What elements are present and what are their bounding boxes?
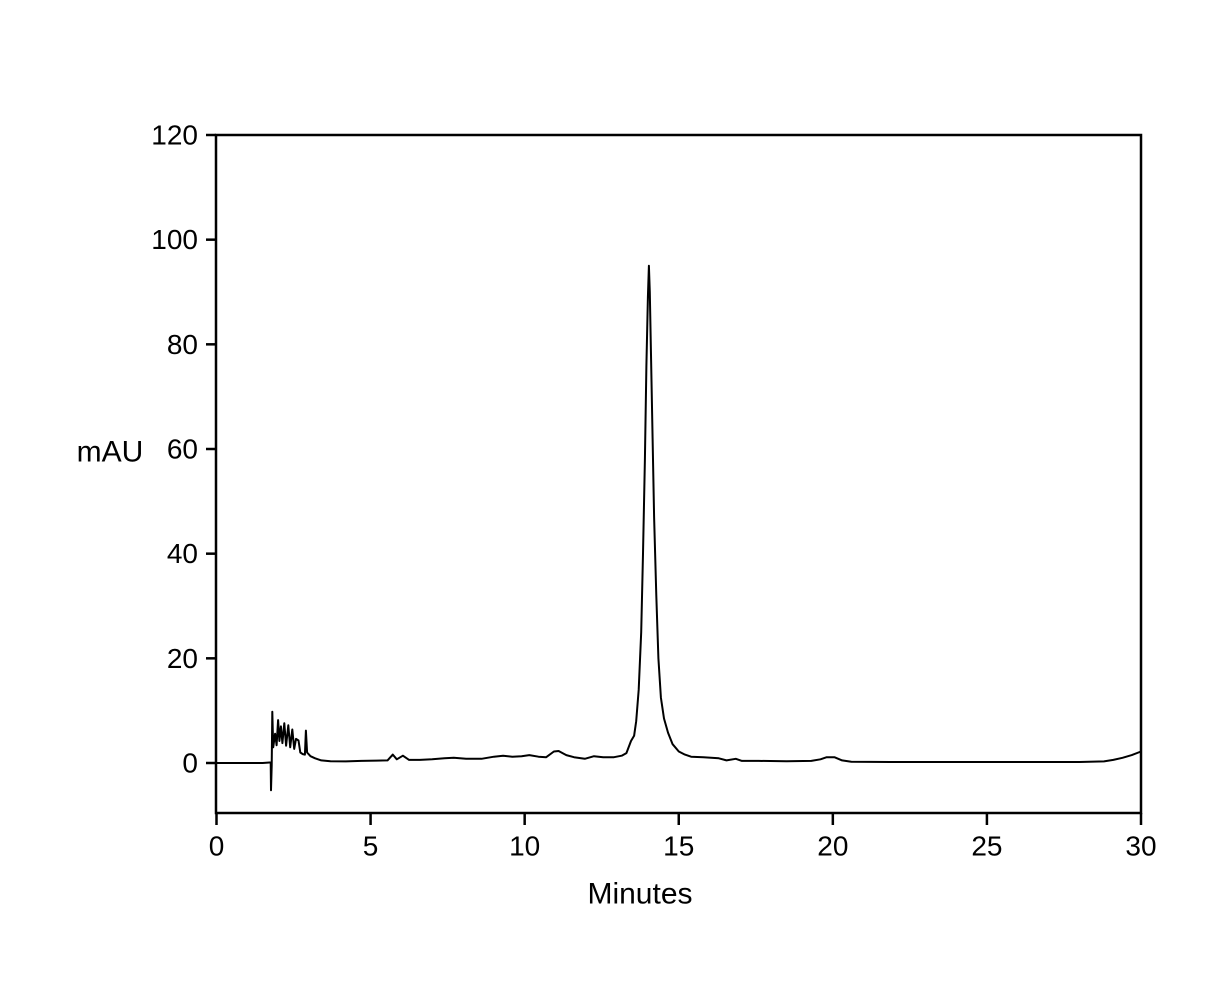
y-tick-label: 20 — [167, 643, 198, 674]
x-axis-ticks: 0 5 10 15 20 25 30 — [209, 813, 1157, 862]
x-tick-label: 25 — [971, 831, 1002, 862]
y-tick-label: 60 — [167, 434, 198, 465]
y-tick-label: 100 — [151, 224, 198, 255]
y-tick-label: 120 — [151, 120, 198, 151]
x-tick-label: 0 — [209, 831, 225, 862]
y-tick-label: 0 — [182, 748, 198, 779]
plot-frame — [214, 133, 1143, 815]
x-tick-label: 15 — [663, 831, 694, 862]
detector-signal-trace — [215, 264, 1142, 792]
x-tick-label: 20 — [817, 831, 848, 862]
y-axis-label: mAU — [77, 436, 144, 469]
y-tick-label: 40 — [167, 538, 198, 569]
y-tick-label: 80 — [167, 329, 198, 360]
y-axis-ticks: 0 20 40 60 80 100 120 — [151, 120, 216, 779]
x-tick-label: 30 — [1125, 831, 1156, 862]
x-axis-label: Minutes — [587, 878, 692, 911]
x-tick-label: 5 — [363, 831, 379, 862]
x-tick-label: 10 — [509, 831, 540, 862]
